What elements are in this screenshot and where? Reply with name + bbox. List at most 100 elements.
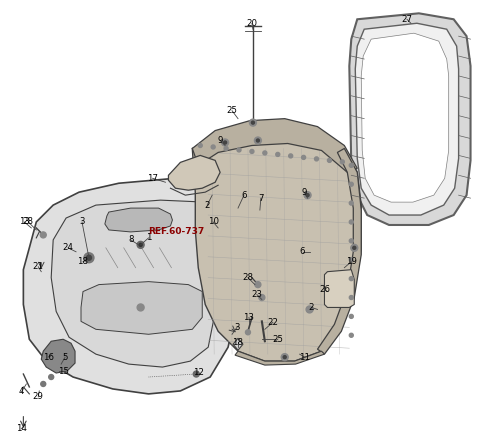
Polygon shape [192,118,357,172]
Polygon shape [317,149,361,354]
Circle shape [288,154,293,158]
Circle shape [224,146,228,150]
Polygon shape [233,338,243,350]
Text: 13: 13 [243,313,254,322]
Circle shape [245,330,251,335]
Polygon shape [81,282,202,334]
Text: 24: 24 [62,244,73,252]
Text: 22: 22 [267,318,278,327]
Circle shape [250,119,256,126]
Text: 18: 18 [232,338,243,347]
Circle shape [349,164,353,168]
Text: 25: 25 [272,335,283,344]
Circle shape [276,152,280,156]
Text: 29: 29 [33,392,44,401]
Circle shape [283,356,286,358]
Text: 27: 27 [401,15,412,24]
Text: 4: 4 [19,388,24,396]
Circle shape [211,145,215,149]
Circle shape [250,149,254,153]
Circle shape [255,282,261,288]
Circle shape [48,374,54,380]
Circle shape [86,255,91,260]
Text: 6: 6 [241,191,247,200]
Polygon shape [192,122,361,361]
Circle shape [224,141,227,144]
Circle shape [193,371,199,377]
Circle shape [349,314,353,318]
Text: 20: 20 [246,19,257,28]
Circle shape [281,354,288,361]
Polygon shape [324,270,354,308]
Text: 9: 9 [302,188,307,197]
Text: 11: 11 [299,353,310,362]
Circle shape [254,137,262,144]
Text: REF.60-737: REF.60-737 [149,228,205,236]
Circle shape [40,232,46,238]
Circle shape [314,157,319,161]
Circle shape [198,144,202,148]
Polygon shape [168,156,220,190]
Polygon shape [105,208,172,232]
Circle shape [349,182,353,186]
Text: 18: 18 [77,257,88,266]
Circle shape [263,151,267,155]
Polygon shape [41,339,75,373]
Circle shape [306,194,309,197]
Text: 5: 5 [62,353,68,362]
Text: 10: 10 [208,217,219,226]
Circle shape [349,201,353,205]
Text: 9: 9 [217,136,223,145]
Text: 26: 26 [319,285,330,294]
Circle shape [84,253,94,263]
Circle shape [252,121,254,124]
Polygon shape [51,200,222,367]
Text: 19: 19 [346,257,357,266]
Polygon shape [24,178,248,394]
Circle shape [137,304,144,311]
Text: 25: 25 [227,106,238,115]
Polygon shape [349,13,470,225]
Text: 17: 17 [147,174,158,183]
Circle shape [340,160,344,164]
Text: 2: 2 [309,303,314,312]
Circle shape [222,139,228,146]
Polygon shape [355,23,458,215]
Text: 14: 14 [16,424,27,433]
Circle shape [327,158,331,162]
Text: 15: 15 [58,366,69,376]
Circle shape [349,220,353,224]
Text: 23: 23 [252,290,263,299]
Text: 6: 6 [300,248,305,256]
Circle shape [349,333,353,337]
Text: 3: 3 [234,323,240,332]
Circle shape [304,192,311,198]
Circle shape [256,139,259,142]
Polygon shape [235,351,324,365]
Text: 2: 2 [204,201,210,210]
Circle shape [349,258,353,262]
Text: 16: 16 [43,353,54,362]
Text: 12: 12 [193,368,204,377]
Circle shape [41,381,46,386]
Circle shape [306,306,313,313]
Circle shape [139,244,142,246]
Text: 21: 21 [33,262,44,271]
Text: 7: 7 [258,194,264,202]
Circle shape [349,239,353,243]
Circle shape [351,244,358,251]
Text: 1: 1 [146,233,151,242]
Circle shape [137,241,144,248]
Circle shape [259,294,265,301]
Circle shape [349,277,353,281]
Circle shape [349,296,353,300]
Text: 8: 8 [128,236,133,244]
Text: 13: 13 [19,217,30,226]
Text: 28: 28 [23,217,34,226]
Text: 28: 28 [242,273,253,282]
Text: 3: 3 [79,217,85,226]
Circle shape [237,148,241,152]
Circle shape [301,156,306,160]
Circle shape [353,246,356,249]
Polygon shape [361,33,449,202]
